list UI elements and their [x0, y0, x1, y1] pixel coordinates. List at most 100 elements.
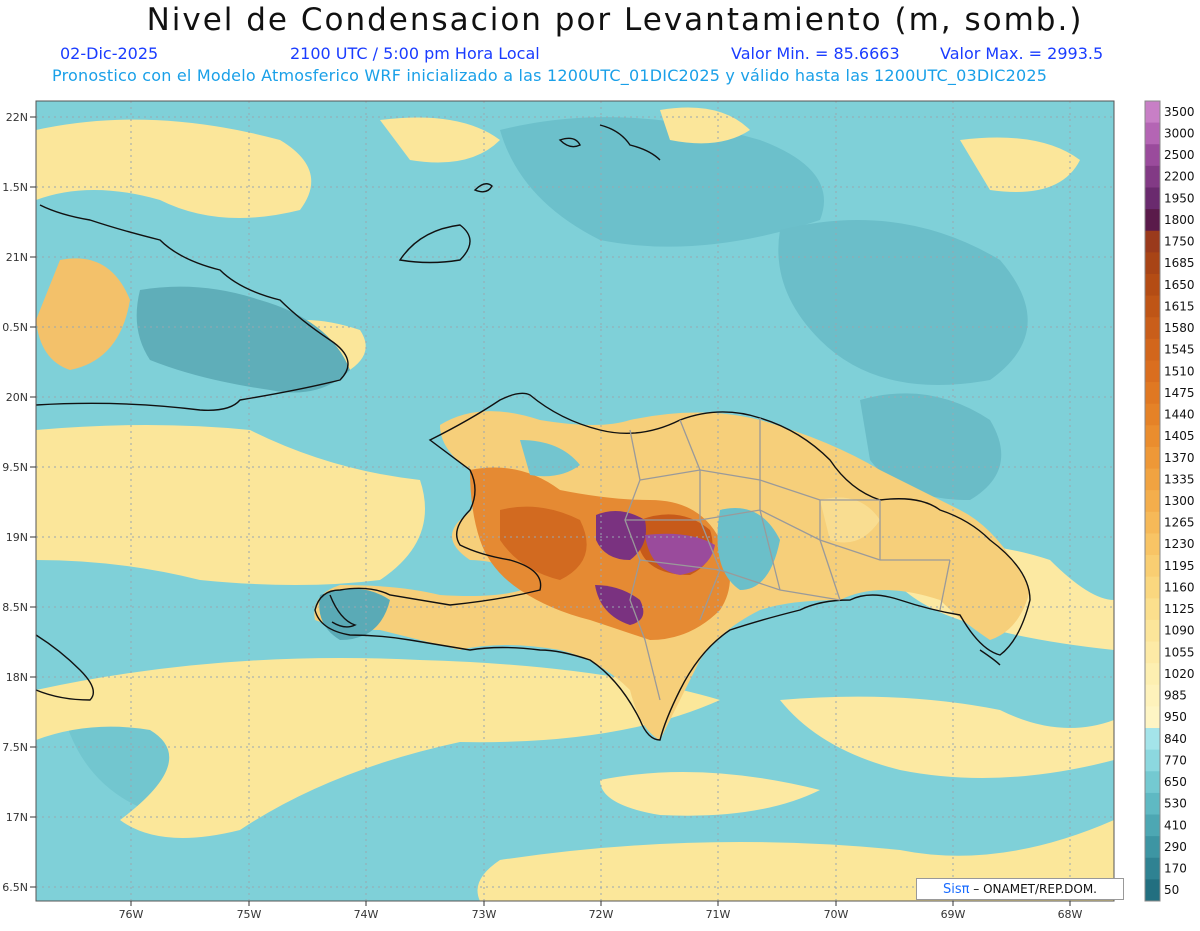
colorbar-swatch	[1145, 144, 1160, 167]
colorbar-label: 1440	[1164, 408, 1195, 422]
graticule	[36, 101, 1114, 901]
colorbar-label: 1195	[1164, 559, 1195, 573]
colorbar-label: 950	[1164, 710, 1187, 724]
lat-label: 6.5N	[2, 881, 28, 894]
lon-label: 68W	[1058, 908, 1083, 921]
coastlines	[35, 124, 1031, 741]
lon-label: 73W	[472, 908, 497, 921]
lcl-field	[36, 107, 1114, 901]
min-value: Valor Min. = 85.6663	[731, 44, 900, 63]
lon-label: 72W	[589, 908, 614, 921]
colorbar-swatch	[1145, 101, 1160, 124]
lon-label: 71W	[706, 908, 731, 921]
colorbar-label: 1475	[1164, 386, 1195, 400]
colorbar-swatch	[1145, 209, 1160, 232]
colorbar-label: 1055	[1164, 645, 1195, 659]
colorbar-swatch	[1145, 576, 1160, 599]
colorbar-label: 985	[1164, 689, 1187, 703]
colorbar-swatch	[1145, 360, 1160, 383]
map-frame	[35, 100, 1115, 902]
colorbar-swatch	[1145, 468, 1160, 491]
colorbar-swatch	[1145, 511, 1160, 534]
forecast-date: 02-Dic-2025	[60, 44, 159, 63]
colorbar-swatch	[1145, 641, 1160, 664]
colorbar-label: 1800	[1164, 213, 1195, 227]
credit-text: – ONAMET/REP.DOM.	[973, 882, 1097, 896]
longitude-labels: 76W 75W 74W 73W 72W 71W 70W 69W 68W	[119, 908, 1083, 921]
colorbar-swatch	[1145, 338, 1160, 361]
colorbar-label: 1370	[1164, 451, 1195, 465]
lon-label: 74W	[354, 908, 379, 921]
lat-label: 7.5N	[2, 741, 28, 754]
colorbar-swatch	[1145, 663, 1160, 686]
lon-label: 69W	[941, 908, 966, 921]
max-value: Valor Max. = 2993.5	[940, 44, 1104, 63]
colorbar-frame	[1144, 100, 1161, 902]
colorbar-label: 50	[1164, 883, 1179, 897]
colorbar-label: 3000	[1164, 126, 1195, 140]
colorbar-label: 290	[1164, 840, 1187, 854]
colorbar-swatch	[1145, 230, 1160, 253]
colorbar-label: 1750	[1164, 235, 1195, 249]
colorbar-swatch	[1145, 382, 1160, 405]
colorbar-label: 1230	[1164, 537, 1195, 551]
colorbar-label: 1335	[1164, 472, 1195, 486]
lat-label: 17N	[6, 811, 28, 824]
lon-label: 76W	[119, 908, 144, 921]
colorbar-label: 1615	[1164, 299, 1195, 313]
province-borders	[624, 418, 951, 701]
colorbar-label: 1950	[1164, 191, 1195, 205]
colorbar-swatch	[1145, 749, 1160, 772]
colorbar-label: 1090	[1164, 624, 1195, 638]
colorbar-label: 1125	[1164, 602, 1195, 616]
lat-label: 9.5N	[2, 461, 28, 474]
colorbar-swatch	[1145, 252, 1160, 275]
lat-label: 1.5N	[2, 181, 28, 194]
colorbar-swatch	[1145, 771, 1160, 794]
map-title: Nivel de Condensacion por Levantamiento …	[146, 2, 1084, 38]
colorbar-swatch	[1145, 684, 1160, 707]
colorbar-label: 410	[1164, 818, 1187, 832]
colorbar-swatch	[1145, 317, 1160, 340]
colorbar-swatch	[1145, 425, 1160, 448]
credit-box: Sisπ – ONAMET/REP.DOM.	[916, 878, 1124, 900]
colorbar-label: 3500	[1164, 105, 1195, 119]
colorbar-swatch	[1145, 792, 1160, 816]
colorbar-swatch	[1145, 533, 1160, 556]
colorbar-label: 1020	[1164, 667, 1195, 681]
colorbar-swatch	[1145, 814, 1160, 837]
colorbar-swatch	[1145, 295, 1160, 318]
colorbar-label: 770	[1164, 753, 1187, 767]
lat-label: 19N	[6, 531, 28, 544]
lon-label: 70W	[824, 908, 849, 921]
colorbar-label: 840	[1164, 732, 1187, 746]
colorbar-swatch	[1145, 165, 1160, 188]
lat-label: 0.5N	[2, 321, 28, 334]
colorbar-swatch	[1145, 598, 1160, 621]
colorbar-swatch	[1145, 879, 1160, 902]
colorbar-label: 1580	[1164, 321, 1195, 335]
colorbar-swatch	[1145, 836, 1160, 859]
colorbar-label: 2500	[1164, 148, 1195, 162]
colorbar-label: 170	[1164, 862, 1187, 876]
colorbar-label: 1650	[1164, 278, 1195, 292]
colorbar-swatch	[1145, 728, 1160, 751]
colorbar-label: 1265	[1164, 516, 1195, 530]
colorbar-label: 1510	[1164, 364, 1195, 378]
axis-ticks	[30, 116, 1071, 906]
colorbar: 3500 3000 2500 2200 1950 1800 1750 1685 1650 1615…	[1144, 100, 1195, 902]
latitude-labels: 22N 1.5N 21N 0.5N 20N 9.5N 19N 8.5N 18N …	[2, 111, 28, 894]
colorbar-label: 650	[1164, 775, 1187, 789]
colorbar-swatch	[1145, 403, 1160, 426]
colorbar-swatch	[1145, 490, 1160, 513]
lat-label: 22N	[6, 111, 28, 124]
colorbar-label: 1160	[1164, 580, 1195, 594]
colorbar-label: 1300	[1164, 494, 1195, 508]
model-info: Pronostico con el Modelo Atmosferico WRF…	[52, 66, 1048, 85]
colorbar-label: 2200	[1164, 170, 1195, 184]
forecast-time: 2100 UTC / 5:00 pm Hora Local	[290, 44, 540, 63]
colorbar-swatch	[1145, 619, 1160, 643]
colorbar-swatch	[1145, 555, 1160, 578]
colorbar-label: 1545	[1164, 343, 1195, 357]
